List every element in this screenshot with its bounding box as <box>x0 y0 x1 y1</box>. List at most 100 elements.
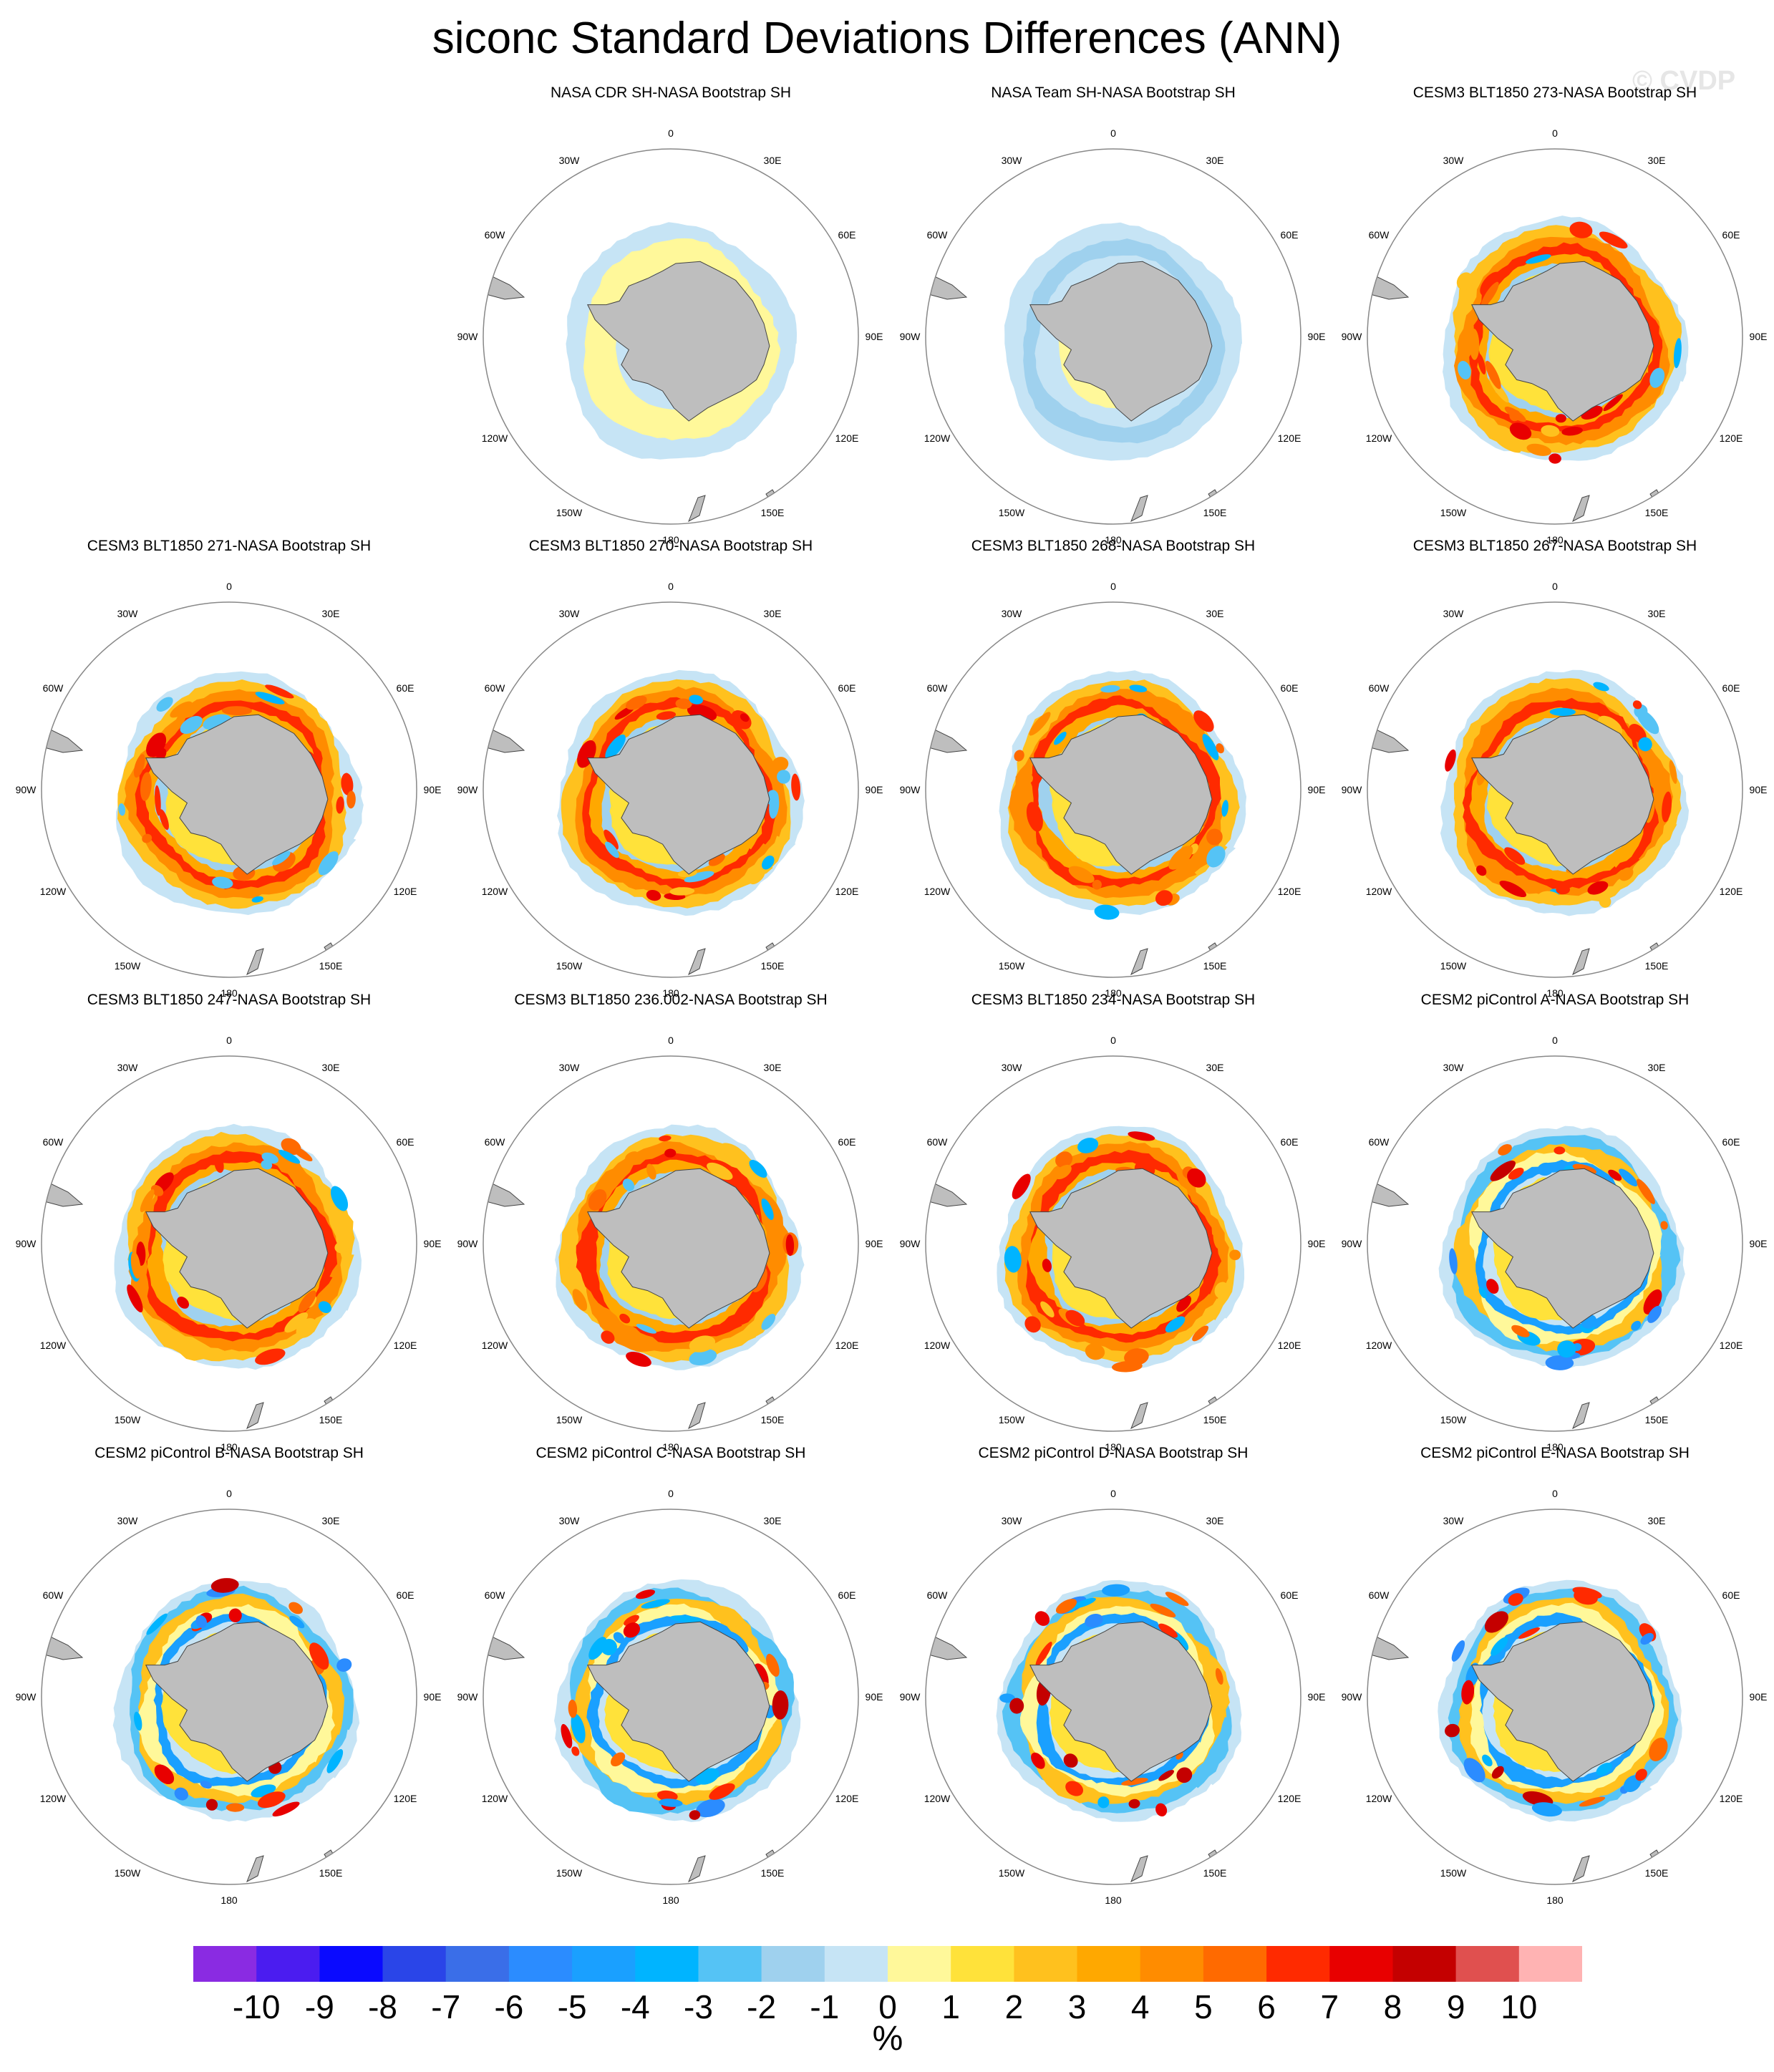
anomaly-blob <box>1168 846 1193 870</box>
longitude-label: 150W <box>556 960 583 972</box>
south-america-landmass <box>1367 1632 1410 1660</box>
anomaly-blob <box>1480 271 1502 296</box>
anomaly-blob <box>1632 700 1642 710</box>
longitude-label: 60E <box>1722 229 1740 241</box>
colorbar-tick-label: 9 <box>1446 1988 1465 2025</box>
anomaly-blob <box>605 841 619 858</box>
anomaly-blob <box>766 1653 780 1677</box>
anomaly-blob <box>749 1160 767 1178</box>
anomaly-blob <box>226 1803 245 1812</box>
longitude-label: 60W <box>927 682 949 694</box>
longitude-label: 150E <box>1645 960 1669 972</box>
longitude-label: 120W <box>1366 1793 1392 1804</box>
new-zealand-landmass <box>688 1855 706 1883</box>
anomaly-blob <box>772 1690 789 1720</box>
new-zealand-landmass <box>1572 495 1590 523</box>
colorbar-tick-label: -5 <box>557 1988 587 2025</box>
colorbar-tick-label: 1 <box>941 1988 960 2025</box>
panel-title: CESM3 BLT1850 271-NASA Bootstrap SH <box>87 538 372 554</box>
anomaly-blob <box>646 890 661 901</box>
longitude-label: 0 <box>668 1488 674 1499</box>
longitude-label: 90W <box>16 1238 37 1249</box>
anomaly-blob <box>1504 847 1526 865</box>
anomaly-blob <box>772 757 789 772</box>
longitude-label: 60W <box>485 1589 506 1601</box>
anomaly-blob <box>309 1642 329 1670</box>
anomaly-blob <box>1619 1168 1638 1187</box>
anomaly-blob <box>689 1810 701 1820</box>
longitude-label: 120E <box>1278 1340 1302 1351</box>
colorbar-tick-label: -3 <box>684 1988 713 2025</box>
longitude-label: 180 <box>1546 1894 1564 1906</box>
longitude-label: 0 <box>1110 127 1116 139</box>
colorbar-swatch <box>1518 1946 1582 1982</box>
longitude-label: 90W <box>457 1691 479 1703</box>
colorbar-swatch <box>193 1946 257 1982</box>
longitude-label: 60W <box>927 1136 949 1148</box>
anomaly-blob <box>1213 1227 1222 1249</box>
anomaly-blob <box>140 1189 155 1213</box>
anomaly-blob <box>999 1693 1015 1703</box>
anomaly-blob <box>1085 1614 1103 1627</box>
longitude-label: 30W <box>559 1515 581 1526</box>
figure-title: siconc Standard Deviations Differences (… <box>432 14 1342 63</box>
longitude-label: 30E <box>1206 1515 1224 1526</box>
map-boundary <box>41 1055 417 1432</box>
longitude-label: 120W <box>924 1340 951 1351</box>
anomaly-blob <box>1498 1144 1512 1156</box>
anomaly-blob <box>1669 760 1677 784</box>
longitude-label: 150W <box>999 1414 1025 1425</box>
map-boundary <box>1367 1055 1743 1432</box>
longitude-label: 90E <box>1308 1238 1326 1249</box>
longitude-label: 180 <box>1546 1441 1564 1453</box>
anomaly-blob <box>346 790 356 809</box>
longitude-label: 60W <box>927 229 949 241</box>
anomaly-blob <box>1509 422 1532 440</box>
anomaly-blob <box>1619 867 1634 881</box>
polar-map: 0 30E 60E 90E 120E 150E 180 150W 120W 90W 60W 30W <box>1342 581 1768 999</box>
anomaly-blob <box>1206 846 1226 868</box>
anomaly-blob <box>177 1296 190 1309</box>
south-america-landmass <box>483 1632 525 1660</box>
anomaly-blob <box>1603 394 1623 412</box>
antarctica-landmass <box>1029 1168 1213 1329</box>
map-panel: CESM2 piControl D-NASA Bootstrap SH 0 30E 6… <box>898 1445 1328 1906</box>
longitude-label: 0 <box>1552 1035 1558 1046</box>
polar-map: 0 30E 60E 90E 120E 150E 180 150W 120W 90W 60W 30W <box>900 1035 1326 1453</box>
colorbar-swatch <box>1077 1946 1141 1982</box>
longitude-label: 90W <box>1342 784 1363 795</box>
anomaly-blob <box>214 1156 224 1173</box>
anomaly-blob <box>140 772 152 801</box>
anomaly-blob <box>1463 1758 1485 1783</box>
map-boundary <box>483 148 859 525</box>
longitude-label: 90E <box>424 1691 442 1703</box>
anomaly-blob <box>272 851 291 866</box>
anomaly-blob <box>255 692 285 705</box>
longitude-label: 120W <box>40 886 67 897</box>
longitude-label: 60W <box>1369 682 1390 694</box>
anomaly-blob <box>1637 1178 1655 1204</box>
longitude-label: 180 <box>220 987 238 999</box>
anomaly-blob <box>749 868 765 885</box>
colorbar-tick-label: 8 <box>1383 1988 1402 2025</box>
longitude-label: 30E <box>1648 1062 1666 1073</box>
longitude-label: 150W <box>115 960 141 972</box>
anomaly-blob <box>1055 1151 1073 1168</box>
antarctica-landmass <box>1029 1621 1213 1782</box>
anomaly-blob <box>641 1599 670 1609</box>
colorbar-swatch <box>1329 1946 1393 1982</box>
colorbar-swatch <box>508 1946 573 1982</box>
colorbar-tick-label: -9 <box>304 1988 334 2025</box>
colorbar-swatch <box>635 1946 699 1982</box>
anomaly-blob <box>1518 1627 1541 1639</box>
anomaly-blob <box>1097 1796 1110 1809</box>
anomaly-blob <box>1469 329 1480 360</box>
anomaly-blob <box>761 1314 776 1330</box>
longitude-label: 150E <box>761 1867 785 1879</box>
anomaly-blob <box>1555 414 1566 423</box>
longitude-label: 30E <box>1206 1062 1224 1073</box>
anomaly-blob <box>636 1589 655 1599</box>
anomaly-blob <box>624 1614 639 1626</box>
longitude-label: 60W <box>43 1589 64 1601</box>
anomaly-blob <box>626 695 647 710</box>
